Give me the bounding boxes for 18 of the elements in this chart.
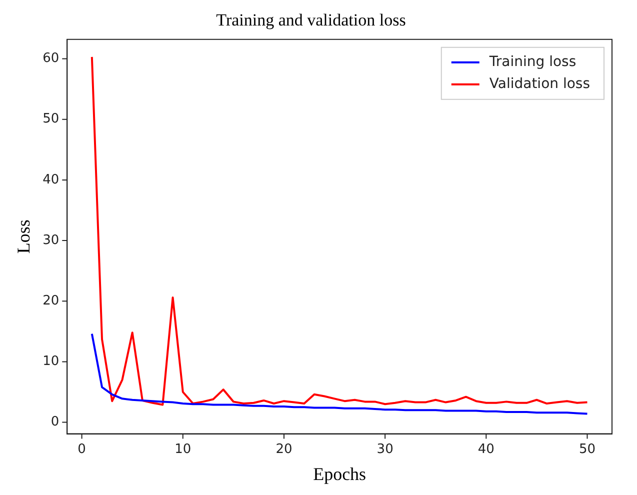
- x-tick-label: 30: [376, 442, 394, 457]
- legend-label: Training loss: [488, 54, 576, 70]
- legend-label: Validation loss: [489, 76, 590, 92]
- y-tick-label: 0: [50, 414, 60, 430]
- x-tick-label: 20: [276, 442, 292, 457]
- y-tick-label: 10: [42, 354, 60, 370]
- y-tick-label: 40: [42, 172, 60, 188]
- y-tick-label: 20: [42, 293, 60, 308]
- x-tick-label: 10: [174, 442, 192, 457]
- x-tick-label: 0: [78, 442, 86, 457]
- x-axis-title: Epochs: [313, 464, 366, 484]
- y-axis-title: Loss: [14, 220, 34, 254]
- y-tick-label: 30: [42, 232, 60, 248]
- x-tick-label: 50: [578, 442, 596, 457]
- x-tick-label: 40: [478, 442, 494, 457]
- y-tick-label: 50: [42, 112, 60, 127]
- chart-title: Training and validation loss: [216, 10, 406, 30]
- y-tick-label: 60: [42, 51, 60, 66]
